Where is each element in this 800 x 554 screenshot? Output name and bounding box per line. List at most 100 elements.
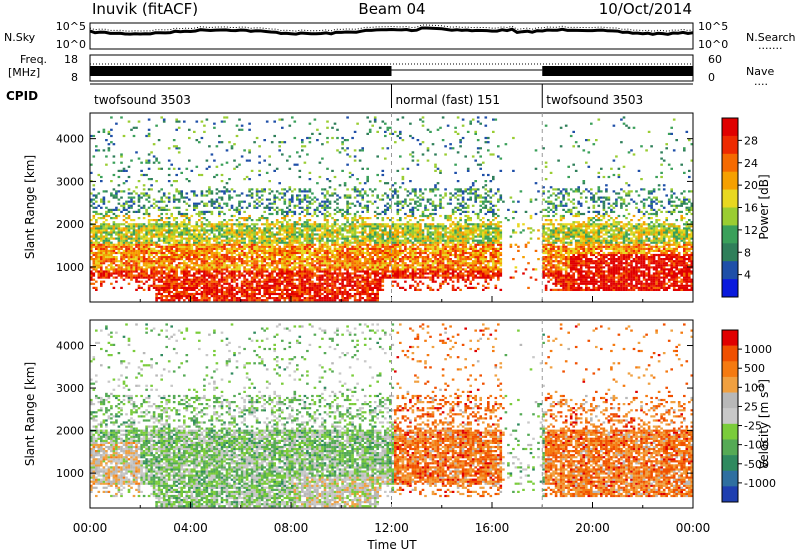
heatmap-cell (188, 295, 191, 298)
heatmap-cell (132, 268, 136, 271)
heatmap-cell (336, 260, 339, 263)
heatmap-cell (165, 276, 168, 279)
heatmap-cell (90, 247, 93, 250)
heatmap-cell (368, 128, 372, 131)
heatmap-cell (404, 270, 407, 273)
heatmap-cell (406, 214, 410, 218)
heatmap-cell (152, 198, 156, 201)
heatmap-cell (303, 297, 307, 300)
heatmap-cell (172, 284, 176, 287)
heatmap-cell (245, 227, 249, 230)
heatmap-cell (338, 256, 342, 259)
heatmap-cell (296, 196, 299, 199)
heatmap-cell (215, 145, 219, 148)
heatmap-cell (306, 204, 309, 207)
heatmap-cell (406, 221, 410, 224)
heatmap-cell (92, 206, 96, 209)
heatmap-cell (157, 280, 161, 283)
heatmap-cell (205, 299, 209, 302)
heatmap-cell (260, 266, 264, 269)
heatmap-cell (308, 256, 312, 259)
heatmap-cell (298, 206, 302, 209)
heatmap-cell (177, 247, 181, 250)
heatmap-cell (120, 286, 123, 289)
heatmap-cell (253, 264, 256, 267)
heatmap-cell (268, 262, 271, 265)
heatmap-cell (230, 268, 234, 271)
heatmap-cell (268, 295, 271, 298)
heatmap-cell (233, 274, 236, 277)
heatmap-cell (95, 206, 98, 209)
heatmap-cell (115, 227, 118, 230)
heatmap-cell (145, 194, 148, 197)
heatmap-cell (391, 264, 395, 267)
heatmap-cell (386, 128, 390, 131)
heatmap-cell (288, 223, 292, 226)
heatmap-cell (346, 264, 349, 267)
heatmap-cell (384, 258, 387, 261)
heatmap-cell (100, 239, 103, 242)
heatmap-cell (220, 286, 224, 289)
heatmap-cell (175, 268, 178, 271)
heatmap-cell (213, 266, 216, 269)
heatmap-cell (331, 278, 334, 281)
heatmap-cell (250, 231, 254, 234)
heatmap-cell (160, 292, 163, 296)
heatmap-cell (336, 288, 339, 291)
heatmap-cell (353, 212, 357, 216)
heatmap-cell (183, 223, 186, 226)
heatmap-cell (376, 280, 379, 283)
heatmap-cell (273, 239, 276, 242)
heatmap-cell (150, 237, 153, 240)
heatmap-cell (278, 237, 281, 240)
heatmap-cell (157, 270, 161, 273)
heatmap-cell (147, 219, 151, 222)
heatmap-cell (296, 290, 299, 294)
heatmap-cell (316, 198, 319, 201)
heatmap-cell (102, 253, 106, 257)
heatmap-cell (248, 251, 251, 255)
heatmap-cell (275, 243, 279, 246)
heatmap-cell (363, 270, 367, 273)
heatmap-cell (341, 278, 344, 281)
heatmap-cell (225, 237, 229, 240)
heatmap-cell (208, 251, 211, 255)
heatmap-cell (115, 233, 118, 236)
heatmap-cell (147, 212, 151, 216)
heatmap-cell (318, 295, 322, 298)
heatmap-cell (341, 256, 344, 259)
heatmap-cell (258, 292, 261, 296)
heatmap-cell (167, 268, 171, 271)
heatmap-cell (218, 212, 221, 216)
heatmap-cell (265, 270, 269, 273)
heatmap-cell (145, 268, 148, 271)
heatmap-cell (122, 190, 126, 193)
heatmap-cell (318, 260, 322, 263)
heatmap-cell (160, 247, 163, 250)
heatmap-cell (361, 288, 364, 291)
heatmap-cell (389, 188, 392, 191)
heatmap-cell (220, 206, 224, 209)
heatmap-cell (404, 217, 407, 220)
heatmap-cell (115, 243, 118, 246)
heatmap-cell (235, 223, 239, 226)
heatmap-cell (175, 229, 178, 232)
heatmap-cell (140, 173, 143, 177)
heatmap-cell (321, 243, 324, 246)
heatmap-cell (172, 286, 176, 289)
heatmap-cell (210, 280, 214, 283)
heatmap-cell (281, 297, 284, 300)
heatmap-cell (313, 208, 317, 211)
heatmap-cell (223, 231, 226, 234)
heatmap-cell (190, 253, 194, 257)
heatmap-cell (213, 268, 216, 271)
heatmap-cell (218, 237, 221, 240)
heatmap-cell (286, 249, 289, 252)
heatmap-cell (172, 231, 176, 234)
heatmap-cell (220, 262, 224, 265)
heatmap-cell (240, 282, 244, 285)
heatmap-cell (122, 206, 126, 209)
heatmap-cell (213, 258, 216, 261)
heatmap-cell (338, 262, 342, 265)
heatmap-cell (255, 241, 259, 244)
